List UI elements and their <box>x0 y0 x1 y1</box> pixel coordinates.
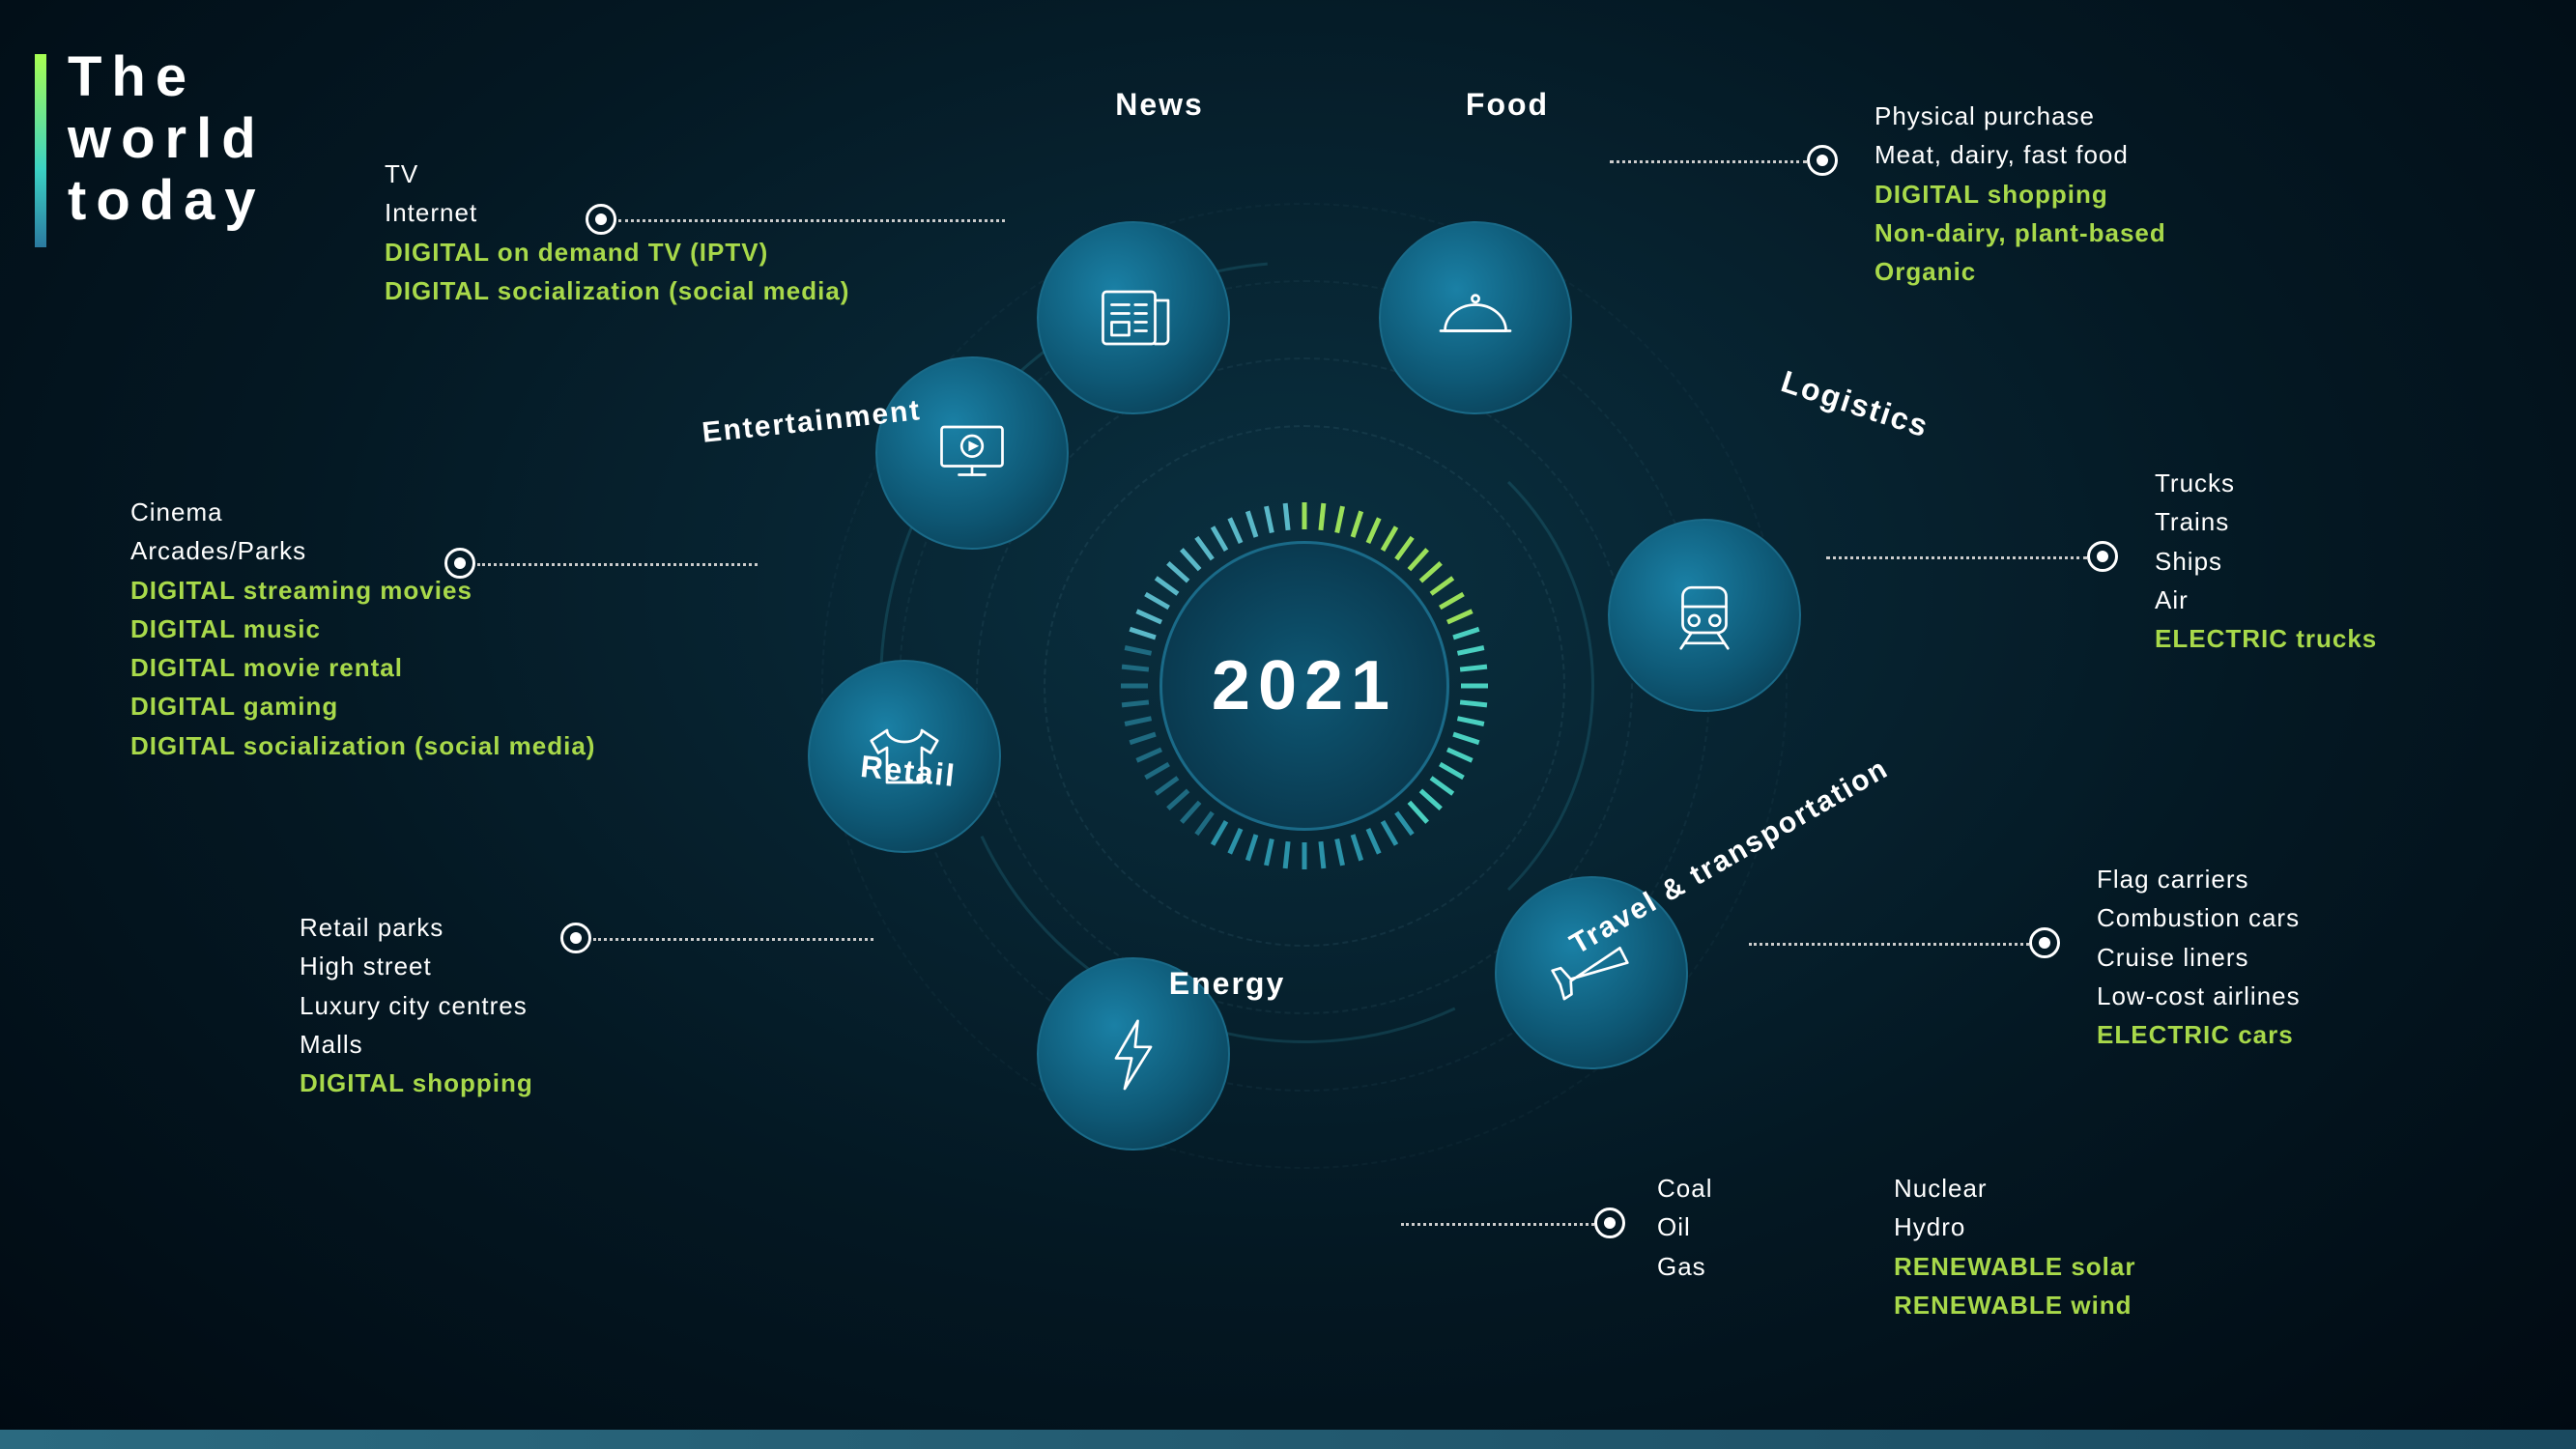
connector-dot-retail <box>560 923 591 953</box>
title-line-3: today <box>68 170 266 232</box>
connector-food <box>1610 160 1807 163</box>
list-item: DIGITAL movie rental <box>130 648 595 687</box>
list-item: Trains <box>2155 502 2377 541</box>
list-item: Cinema <box>130 493 595 531</box>
connector-travel <box>1749 943 2029 946</box>
list-item: Non-dairy, plant-based <box>1875 213 2166 252</box>
list-item: DIGITAL shopping <box>1875 175 2166 213</box>
title-accent-bar <box>35 54 46 247</box>
list-item: DIGITAL on demand TV (IPTV) <box>385 233 849 271</box>
node-news <box>1037 221 1230 414</box>
list-item: Air <box>2155 581 2377 619</box>
list-item: DIGITAL music <box>130 610 595 648</box>
node-label-news: News <box>966 87 1353 123</box>
list-item: ELECTRIC trucks <box>2155 619 2377 658</box>
newspaper-icon <box>1090 274 1177 361</box>
textblock-logistics: TrucksTrainsShipsAirELECTRIC trucks <box>2155 464 2377 658</box>
list-item: Internet <box>385 193 849 232</box>
node-food <box>1379 221 1572 414</box>
page-title: The world today <box>68 46 266 231</box>
title-line-2: world <box>68 108 266 170</box>
list-item: Combustion cars <box>2097 898 2301 937</box>
list-item: Trucks <box>2155 464 2377 502</box>
list-item: RENEWABLE wind <box>1894 1286 2136 1324</box>
list-item: Arcades/Parks <box>130 531 595 570</box>
cloche-icon <box>1432 274 1519 361</box>
train-icon <box>1661 572 1748 659</box>
connector-dot-travel <box>2029 927 2060 958</box>
connector-dot-food <box>1807 145 1838 176</box>
list-item: Malls <box>300 1025 533 1064</box>
list-item: DIGITAL socialization (social media) <box>385 271 849 310</box>
list-item: Physical purchase <box>1875 97 2166 135</box>
list-item: Gas <box>1657 1247 1712 1286</box>
list-item: TV <box>385 155 849 193</box>
textblock-entertainment: CinemaArcades/ParksDIGITAL streaming mov… <box>130 493 595 765</box>
textblock-news: TVInternetDIGITAL on demand TV (IPTV)DIG… <box>385 155 849 310</box>
textblock-retail: Retail parksHigh streetLuxury city centr… <box>300 908 533 1102</box>
list-item: Meat, dairy, fast food <box>1875 135 2166 174</box>
node-entertainment <box>875 356 1069 550</box>
list-item: Cruise liners <box>2097 938 2301 977</box>
list-item: DIGITAL socialization (social media) <box>130 726 595 765</box>
list-item: Nuclear <box>1894 1169 2136 1208</box>
bottom-strip <box>0 1430 2576 1449</box>
node-label-food: Food <box>1314 87 1701 123</box>
node-label-energy: Energy <box>1034 966 1420 1002</box>
list-item: Flag carriers <box>2097 860 2301 898</box>
list-item: Organic <box>1875 252 2166 291</box>
list-item: Low-cost airlines <box>2097 977 2301 1015</box>
node-label-travel: Travel & transportation <box>1554 746 1904 967</box>
connector-retail <box>593 938 873 941</box>
node-logistics <box>1608 519 1801 712</box>
textblock-energy: CoalOilGasNuclearHydroRENEWABLE solarREN… <box>1657 1169 1712 1286</box>
list-item: Hydro <box>1894 1208 2136 1246</box>
list-item: DIGITAL gaming <box>130 687 595 725</box>
list-item: RENEWABLE solar <box>1894 1247 2136 1286</box>
node-label-logistics: Logistics <box>1666 327 2045 481</box>
title-line-1: The <box>68 46 266 108</box>
list-item: DIGITAL streaming movies <box>130 571 595 610</box>
list-item: Ships <box>2155 542 2377 581</box>
bolt-icon <box>1090 1010 1177 1097</box>
textblock-food: Physical purchaseMeat, dairy, fast foodD… <box>1875 97 2166 291</box>
connector-dot-logistics <box>2087 541 2118 572</box>
list-item: Oil <box>1657 1208 1712 1246</box>
list-item: ELECTRIC cars <box>2097 1015 2301 1054</box>
list-item: Retail parks <box>300 908 533 947</box>
connector-dot-energy <box>1594 1208 1625 1238</box>
center-circle: 2021 <box>1159 541 1449 831</box>
textblock-travel: Flag carriersCombustion carsCruise liner… <box>2097 860 2301 1054</box>
connector-logistics <box>1826 556 2087 559</box>
list-item: DIGITAL shopping <box>300 1064 533 1102</box>
list-item: Coal <box>1657 1169 1712 1208</box>
list-item: High street <box>300 947 533 985</box>
center-year: 2021 <box>1212 646 1397 725</box>
connector-energy <box>1401 1223 1594 1226</box>
list-item: Luxury city centres <box>300 986 533 1025</box>
